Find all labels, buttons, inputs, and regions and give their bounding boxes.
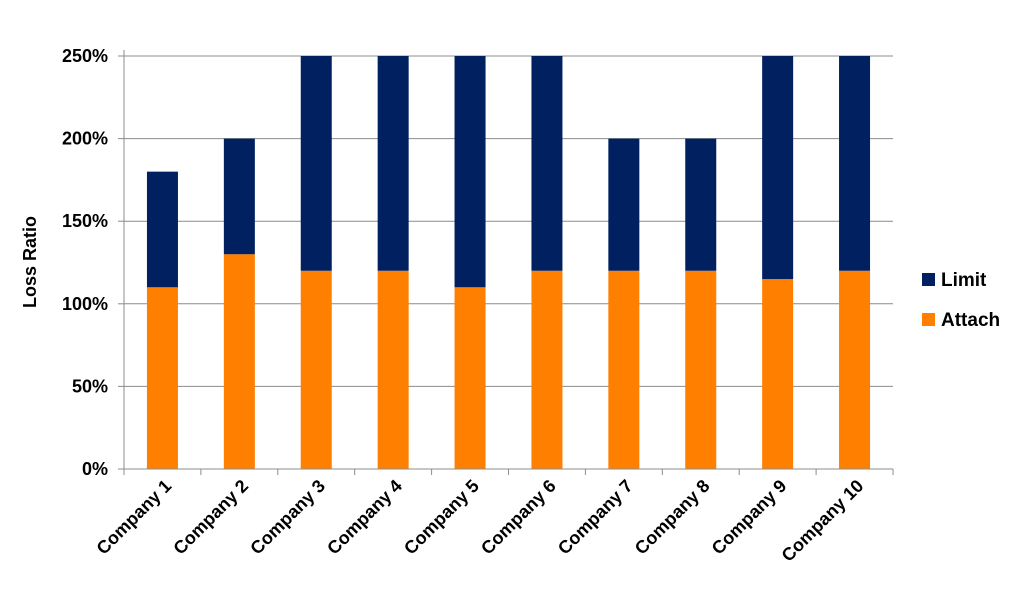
- bars: [146, 56, 871, 469]
- y-tick-labels: 0% 50% 100% 150% 200% 250%: [62, 46, 108, 479]
- y-tick-label: 100%: [62, 294, 108, 314]
- x-tick-label: Company 3: [246, 476, 329, 559]
- bar-attach-10: [839, 270, 871, 469]
- bar-limit-7: [608, 138, 640, 271]
- y-tick-label: 200%: [62, 129, 108, 149]
- bar-attach-8: [685, 270, 717, 469]
- y-tick-label: 50%: [72, 376, 108, 396]
- legend-label-attach: Attach: [941, 310, 1000, 331]
- bar-limit-10: [839, 56, 871, 271]
- bar-attach-4: [377, 270, 409, 469]
- bar-limit-3: [300, 56, 332, 271]
- bar-attach-3: [300, 270, 332, 469]
- legend: Limit Attach: [922, 270, 1000, 331]
- bar-attach-2: [223, 254, 255, 469]
- y-tick-label: 0%: [82, 459, 108, 479]
- legend-swatch-limit: [922, 273, 935, 286]
- bar-attach-5: [454, 287, 486, 469]
- bar-limit-5: [454, 56, 486, 288]
- bar-limit-6: [531, 56, 563, 271]
- x-tick-label: Company 6: [477, 476, 560, 559]
- x-tick-label: Company 9: [708, 476, 791, 559]
- bar-attach-6: [531, 270, 563, 469]
- x-tick-label: Company 4: [323, 476, 406, 559]
- bar-attach-7: [608, 270, 640, 469]
- legend-swatch-attach: [922, 313, 935, 326]
- y-tick-label: 250%: [62, 46, 108, 66]
- bar-limit-9: [762, 56, 794, 280]
- x-tick-label: Company 10: [778, 476, 868, 566]
- x-tick-label: Company 1: [93, 476, 176, 559]
- bar-limit-2: [223, 138, 255, 255]
- x-tick-label: Company 7: [554, 476, 637, 559]
- x-tick-label: Company 5: [400, 476, 483, 559]
- axes: [118, 50, 894, 475]
- x-tick-label: Company 2: [169, 476, 252, 559]
- bar-limit-4: [377, 56, 409, 271]
- y-axis-title: Loss Ratio: [20, 216, 40, 308]
- bar-attach-9: [762, 279, 794, 469]
- legend-label-limit: Limit: [941, 270, 987, 291]
- bar-limit-8: [685, 138, 717, 271]
- bar-limit-1: [146, 171, 178, 288]
- bar-attach-1: [146, 287, 178, 469]
- x-tick-label: Company 8: [631, 476, 714, 559]
- y-tick-label: 150%: [62, 211, 108, 231]
